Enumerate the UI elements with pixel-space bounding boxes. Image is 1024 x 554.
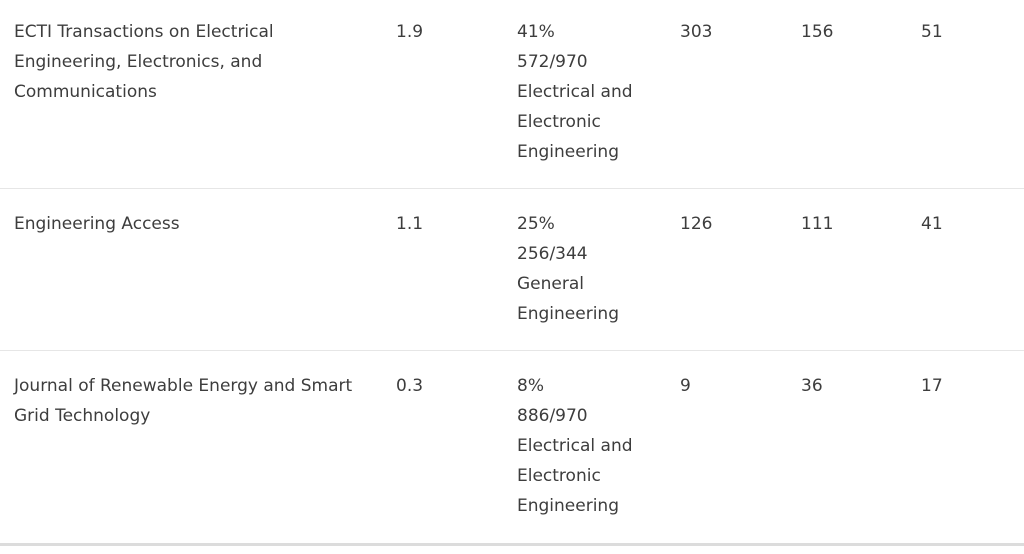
category-line: Engineering [517, 142, 619, 162]
percentile-cell: 8% 886/970 Electrical and Electronic Eng… [517, 371, 657, 521]
journal-title-line: Engineering, Electronics, and [14, 52, 263, 72]
citescore-value: 0.3 [396, 376, 424, 396]
category-line: Electronic [517, 112, 601, 132]
journal-title-link[interactable]: Journal of Renewable Energy and Smart Gr… [14, 371, 374, 431]
metric-b-value: 156 [801, 22, 834, 42]
metric-b-value: 36 [801, 376, 823, 396]
table-row: Journal of Renewable Energy and Smart Gr… [0, 351, 1024, 546]
metric-b-value: 111 [801, 214, 834, 234]
percentile-cell: 41% 572/970 Electrical and Electronic En… [517, 17, 657, 167]
rank-value: 886/970 [517, 406, 588, 426]
table-row: ECTI Transactions on Electrical Engineer… [0, 0, 1024, 189]
journal-title-line: Engineering Access [14, 214, 180, 234]
journal-title-link[interactable]: ECTI Transactions on Electrical Engineer… [14, 17, 374, 107]
metric-c-value: 51 [921, 22, 943, 42]
journal-title-line: Grid Technology [14, 406, 151, 426]
citescore-value: 1.9 [396, 22, 424, 42]
percentile-value: 8% [517, 376, 544, 396]
citescore-value: 1.1 [396, 214, 424, 234]
metric-c-value: 41 [921, 214, 943, 234]
category-line: Electrical and [517, 82, 633, 102]
category-line: General [517, 274, 584, 294]
percentile-value: 25% [517, 214, 555, 234]
percentile-value: 41% [517, 22, 555, 42]
category-line: Electronic [517, 466, 601, 486]
metric-a-value: 303 [680, 22, 713, 42]
rank-value: 572/970 [517, 52, 588, 72]
table-row: Engineering Access 1.1 25% 256/344 Gener… [0, 189, 1024, 351]
journal-title-line: Journal of Renewable Energy and Smart [14, 376, 353, 396]
metric-a-value: 126 [680, 214, 713, 234]
percentile-cell: 25% 256/344 General Engineering [517, 209, 657, 329]
category-line: Engineering [517, 304, 619, 324]
journal-title-line: ECTI Transactions on Electrical [14, 22, 274, 42]
metric-a-value: 9 [680, 376, 691, 396]
category-line: Electrical and [517, 436, 633, 456]
rank-value: 256/344 [517, 244, 588, 264]
journal-title-line: Communications [14, 82, 157, 102]
metric-c-value: 17 [921, 376, 943, 396]
journal-title-link[interactable]: Engineering Access [14, 209, 374, 239]
category-line: Engineering [517, 496, 619, 516]
